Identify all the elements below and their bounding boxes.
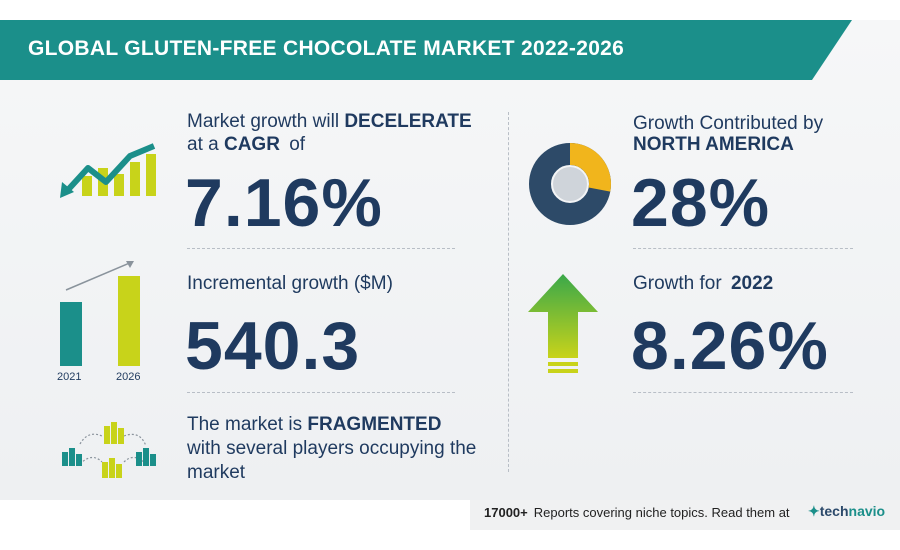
fragmented-word: FRAGMENTED [307,414,442,435]
page-title: GLOBAL GLUTEN-FREE CHOCOLATE MARKET 2022… [28,37,625,60]
footer-strip [470,500,900,530]
divider [633,392,853,393]
cagr-value: 7.16% [185,165,383,241]
fragmented-prefix: The market is [187,414,303,435]
divider [187,392,455,393]
fragmented-line3: market [187,462,246,483]
logo-mark-icon: ✦ [808,503,820,519]
trend-chart-icon [60,143,156,198]
region-name: NORTH AMERICA [633,134,794,155]
background-panel [0,20,900,500]
region-share-segment [569,143,611,192]
cagr-heading-line1: Market growth will DECELERATE [187,110,472,134]
footer-tagline: Reports covering niche topics. Read them… [533,505,790,520]
year-label-end: 2026 [116,371,141,383]
cagr-heading-at: at a [187,134,219,155]
logo-word-a: tech [819,503,849,519]
title-banner [0,20,812,80]
year-label-start: 2021 [57,371,82,383]
region-heading-line1: Growth Contributed by [633,113,824,134]
fragmented-line2: with several players occupying the [187,438,477,459]
incremental-label: Incremental growth ($M) [187,273,393,294]
up-arrow-icon [528,274,598,373]
cagr-heading-of: of [289,134,306,155]
yoy-year: 2022 [730,273,774,294]
region-share-donut [529,143,611,225]
region-heading-line2: NORTH AMERICA [633,133,794,157]
divider [187,248,455,249]
cagr-heading-line2: at a CAGR of [187,133,305,157]
vendors-network-icon [62,422,156,478]
cagr-trend-word: DECELERATE [344,111,472,132]
growth-bars-icon [60,261,140,366]
yoy-label-prefix: Growth for [633,273,722,294]
cagr-heading-prefix: Market growth will [187,111,340,132]
divider [633,248,853,249]
incremental-value: 540.3 [185,308,361,384]
fragmented-line1: The market is FRAGMENTED [187,413,441,437]
logo-word-b: navio [848,503,886,519]
region-value: 28% [631,165,771,241]
yoy-value: 8.26% [631,308,829,384]
cagr-heading-cagr: CAGR [223,134,280,155]
footer-text: 17000+ Reports covering niche topics. Rea… [484,505,790,520]
yoy-label: Growth for 2022 [633,272,773,296]
report-count: 17000+ [484,505,528,520]
column-separator [508,112,509,472]
technavio-logo[interactable]: ✦technavio [808,503,885,520]
title-banner-tail [812,20,852,80]
